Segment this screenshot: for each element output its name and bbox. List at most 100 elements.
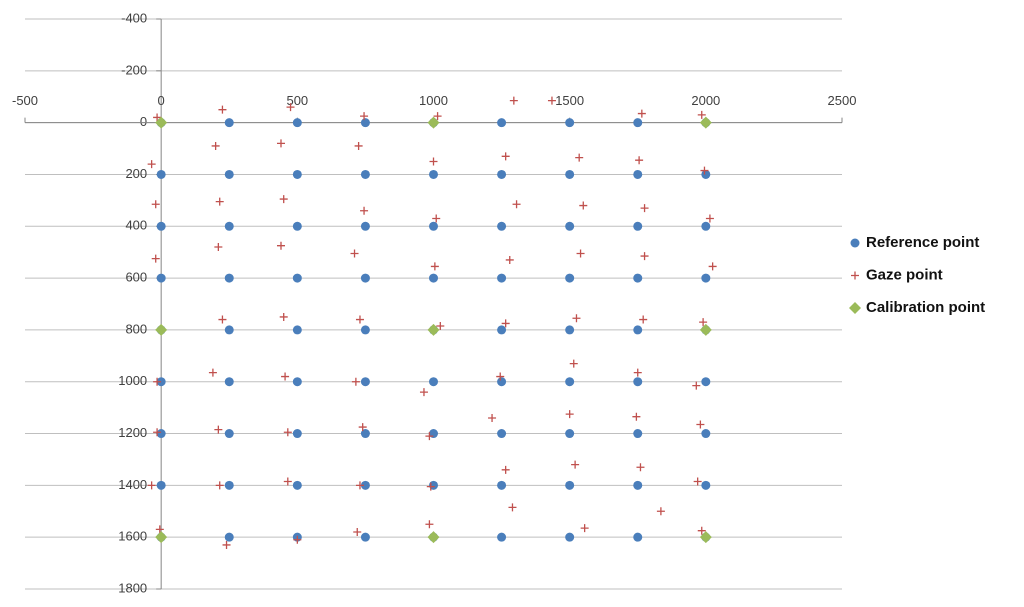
gaze-point: [496, 372, 505, 381]
gaze-point: [693, 477, 702, 486]
gaze-point: [215, 481, 224, 490]
gaze-point: [433, 112, 442, 121]
reference-point: [292, 429, 302, 439]
reference-point: [156, 221, 166, 231]
reference-point: [633, 118, 643, 128]
calibration-point: [427, 323, 440, 336]
gaze-point: [279, 195, 288, 204]
reference-point: [633, 221, 643, 231]
reference-point: [565, 169, 575, 179]
reference-point: [565, 325, 575, 335]
reference-point: [429, 377, 438, 387]
reference-point: [633, 429, 643, 439]
gaze-point: [632, 412, 641, 421]
gaze-point: [569, 359, 578, 368]
gaze-point: [700, 166, 709, 175]
reference-point: [565, 118, 575, 128]
reference-point: [633, 532, 643, 542]
gaze-point: [639, 315, 648, 324]
reference-point: [360, 169, 370, 179]
gaze-point: [637, 109, 646, 118]
gaze-point: [425, 432, 434, 441]
gaze-point: [358, 423, 367, 432]
reference-point: [292, 377, 302, 387]
reference-point: [429, 169, 438, 179]
reference-point: [633, 377, 643, 387]
gaze-point: [436, 322, 445, 331]
reference-point: [224, 480, 234, 490]
gaze-point: [351, 377, 360, 386]
reference-point: [565, 429, 575, 439]
gaze-point: [355, 315, 364, 324]
y-tick-label: 800: [125, 321, 147, 336]
calibration-point: [427, 531, 440, 544]
gaze-point: [635, 156, 644, 165]
reference-point: [360, 118, 370, 128]
gaze-point: [153, 113, 162, 122]
gaze-point: [429, 157, 438, 166]
reference-point: [701, 273, 711, 283]
legend-marker: [851, 271, 859, 280]
calibration-point: [155, 323, 168, 336]
reference-point: [497, 325, 507, 335]
gaze-point: [155, 525, 164, 534]
gaze-point: [633, 368, 642, 377]
gaze-point: [572, 314, 581, 323]
gaze-point: [151, 254, 160, 263]
reference-point: [497, 221, 507, 231]
gaze-point: [350, 249, 359, 258]
y-tick-label: 400: [125, 218, 147, 233]
gaze-point: [283, 477, 292, 486]
gaze-point: [432, 214, 441, 223]
gaze-point: [153, 428, 162, 437]
calibration-point: [699, 531, 712, 544]
reference-point: [156, 273, 166, 283]
reference-point: [497, 480, 507, 490]
y-tick-label: 1200: [118, 425, 147, 440]
gaze-point: [565, 410, 574, 419]
reference-point: [565, 480, 575, 490]
y-tick-label: 0: [140, 114, 147, 129]
gaze-point: [360, 112, 369, 121]
reference-point: [701, 221, 711, 231]
y-tick-label: 1000: [118, 373, 147, 388]
gaze-point: [286, 103, 295, 112]
gaze-point: [151, 200, 160, 209]
gaze-point: [508, 503, 517, 512]
reference-point: [429, 221, 438, 231]
gaze-point: [430, 262, 439, 271]
gaze-point: [222, 540, 231, 549]
gaze-point: [426, 482, 435, 491]
reference-point: [156, 377, 166, 387]
gaze-point: [547, 96, 556, 105]
gaze-point: [571, 460, 580, 469]
gaze-point: [488, 414, 497, 422]
gaze-point: [501, 319, 510, 328]
gaze-point: [580, 524, 589, 533]
reference-point: [292, 169, 302, 179]
reference-point: [224, 169, 234, 179]
legend-label: Calibration point: [866, 299, 985, 316]
calibration-point: [699, 323, 712, 336]
reference-point: [497, 273, 507, 283]
reference-point: [292, 273, 302, 283]
gaze-point: [353, 528, 362, 536]
y-tick-label: 600: [125, 270, 147, 285]
y-tick-label: 1600: [118, 529, 147, 544]
x-tick-label: 2000: [691, 93, 720, 108]
gaze-point: [279, 312, 288, 321]
gaze-point: [697, 110, 706, 119]
legend-marker: [849, 302, 861, 314]
reference-point: [224, 273, 234, 283]
gaze-point: [293, 535, 302, 544]
y-tick-label: 200: [125, 166, 147, 181]
gaze-point: [501, 152, 510, 161]
reference-point: [429, 273, 438, 283]
y-tick-label: 1400: [118, 477, 147, 492]
x-tick-label: 2500: [828, 93, 857, 108]
reference-point: [292, 118, 302, 128]
gaze-point: [214, 425, 223, 434]
reference-point: [701, 480, 711, 490]
gaze-point: [354, 141, 363, 150]
y-tick-label: 1800: [118, 580, 147, 595]
